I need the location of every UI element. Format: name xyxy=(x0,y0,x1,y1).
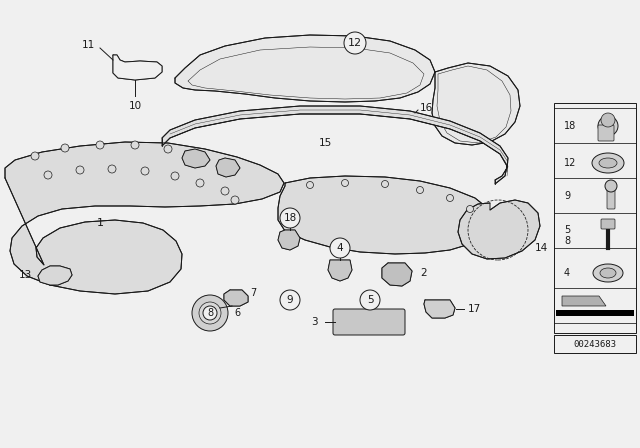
Text: 00243683: 00243683 xyxy=(573,340,616,349)
Circle shape xyxy=(280,208,300,228)
Text: 6: 6 xyxy=(234,308,240,318)
Circle shape xyxy=(131,141,139,149)
Polygon shape xyxy=(5,142,284,294)
Ellipse shape xyxy=(600,268,616,278)
Circle shape xyxy=(417,186,424,194)
Ellipse shape xyxy=(599,158,617,168)
Text: 5: 5 xyxy=(564,225,570,235)
Circle shape xyxy=(31,152,39,160)
FancyBboxPatch shape xyxy=(556,310,634,316)
Text: 3: 3 xyxy=(312,317,318,327)
Text: 1: 1 xyxy=(97,218,104,228)
FancyBboxPatch shape xyxy=(601,219,615,229)
Polygon shape xyxy=(278,230,300,250)
Circle shape xyxy=(605,180,617,192)
Text: 4: 4 xyxy=(564,268,570,278)
Polygon shape xyxy=(432,63,520,145)
Text: 12: 12 xyxy=(348,38,362,48)
Circle shape xyxy=(467,206,474,212)
Polygon shape xyxy=(162,106,508,184)
Ellipse shape xyxy=(592,153,624,173)
Circle shape xyxy=(344,32,366,54)
Circle shape xyxy=(601,113,615,127)
Polygon shape xyxy=(562,296,606,306)
Circle shape xyxy=(330,238,350,258)
Circle shape xyxy=(192,295,228,331)
Polygon shape xyxy=(278,176,492,254)
Circle shape xyxy=(447,194,454,202)
Circle shape xyxy=(360,290,380,310)
Circle shape xyxy=(96,141,104,149)
Polygon shape xyxy=(182,149,210,168)
Text: 2: 2 xyxy=(420,268,427,278)
FancyBboxPatch shape xyxy=(333,309,405,335)
Text: 11: 11 xyxy=(82,40,95,50)
Text: 15: 15 xyxy=(318,138,332,148)
FancyBboxPatch shape xyxy=(554,103,636,333)
FancyBboxPatch shape xyxy=(607,187,615,209)
Text: 10: 10 xyxy=(129,101,141,111)
Polygon shape xyxy=(113,55,162,80)
FancyBboxPatch shape xyxy=(598,125,614,141)
Text: 8: 8 xyxy=(207,308,213,318)
Circle shape xyxy=(164,145,172,153)
Polygon shape xyxy=(216,158,240,177)
Circle shape xyxy=(171,172,179,180)
Polygon shape xyxy=(458,200,540,259)
Polygon shape xyxy=(382,263,412,286)
Text: 5: 5 xyxy=(367,295,373,305)
Text: 12: 12 xyxy=(564,158,577,168)
Circle shape xyxy=(231,196,239,204)
Circle shape xyxy=(598,116,618,136)
Circle shape xyxy=(141,167,149,175)
Circle shape xyxy=(199,302,221,324)
Ellipse shape xyxy=(593,264,623,282)
Circle shape xyxy=(381,181,388,188)
Text: 9: 9 xyxy=(287,295,293,305)
Text: 14: 14 xyxy=(535,243,548,253)
Polygon shape xyxy=(224,290,248,306)
Circle shape xyxy=(76,166,84,174)
Circle shape xyxy=(196,179,204,187)
Circle shape xyxy=(203,306,217,320)
Circle shape xyxy=(342,180,349,186)
Text: 18: 18 xyxy=(564,121,576,131)
Text: 9: 9 xyxy=(564,191,570,201)
Polygon shape xyxy=(328,260,352,281)
Polygon shape xyxy=(424,300,455,318)
Text: 7: 7 xyxy=(250,288,256,298)
Circle shape xyxy=(108,165,116,173)
Circle shape xyxy=(307,181,314,189)
Polygon shape xyxy=(175,35,435,102)
Text: 18: 18 xyxy=(284,213,296,223)
Circle shape xyxy=(280,290,300,310)
Polygon shape xyxy=(38,266,72,285)
Text: 16: 16 xyxy=(420,103,433,113)
Circle shape xyxy=(44,171,52,179)
FancyBboxPatch shape xyxy=(554,335,636,353)
Text: 8: 8 xyxy=(564,236,570,246)
Text: 13: 13 xyxy=(19,270,32,280)
Circle shape xyxy=(61,144,69,152)
Text: 4: 4 xyxy=(337,243,343,253)
Text: 17: 17 xyxy=(468,304,481,314)
Circle shape xyxy=(221,187,229,195)
